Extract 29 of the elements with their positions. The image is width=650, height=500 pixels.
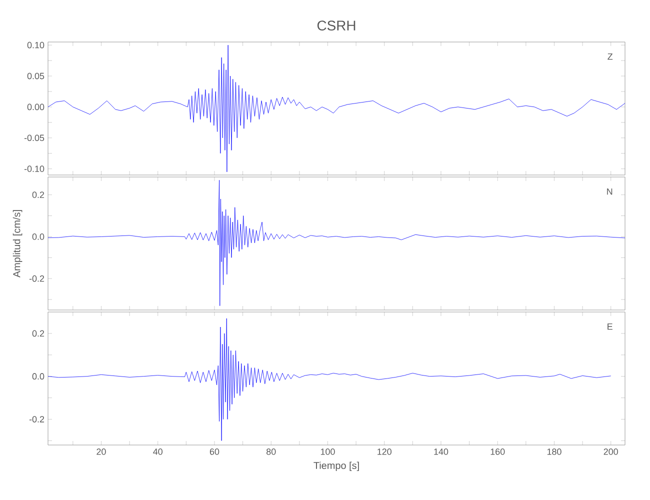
x-axis-title: Tiempo [s] [314, 462, 359, 471]
y-tick-label: 0.2 [32, 192, 44, 198]
line-series [48, 318, 612, 441]
y-tick-label: -0.2 [29, 416, 44, 422]
y-tick-label: 0.10 [27, 42, 44, 48]
x-tick-label: 20 [96, 448, 106, 455]
y-tick-label: 0.2 [32, 330, 44, 337]
annotation: Z [608, 53, 613, 60]
x-tick-label: 160 [490, 448, 505, 455]
x-tick-label: 120 [378, 448, 392, 455]
x-tick-label: 40 [153, 448, 162, 455]
y-tick-label: -0.05 [24, 134, 44, 142]
annotation: N [607, 188, 612, 195]
x-tick-label: 140 [434, 448, 448, 455]
line-series [48, 44, 626, 172]
chart-title: CSRH [317, 20, 356, 30]
y-tick-label: 0.05 [27, 72, 44, 80]
y-tick-label: 0.0 [32, 234, 44, 240]
x-tick-label: 180 [547, 448, 562, 455]
y-tick-label: 0.00 [27, 104, 44, 110]
annotation: E [608, 323, 612, 330]
y-tick-label: -0.2 [29, 275, 44, 282]
x-tick-label: 200 [604, 448, 618, 455]
x-tick-label: 60 [210, 448, 220, 455]
y-axis-title: Amplitud [cm/s] [12, 210, 22, 278]
y-tick-label: 0.0 [32, 373, 44, 380]
x-tick-label: 80 [266, 448, 276, 455]
x-tick-label: 100 [320, 448, 335, 455]
y-tick-label: -0.10 [24, 166, 44, 172]
